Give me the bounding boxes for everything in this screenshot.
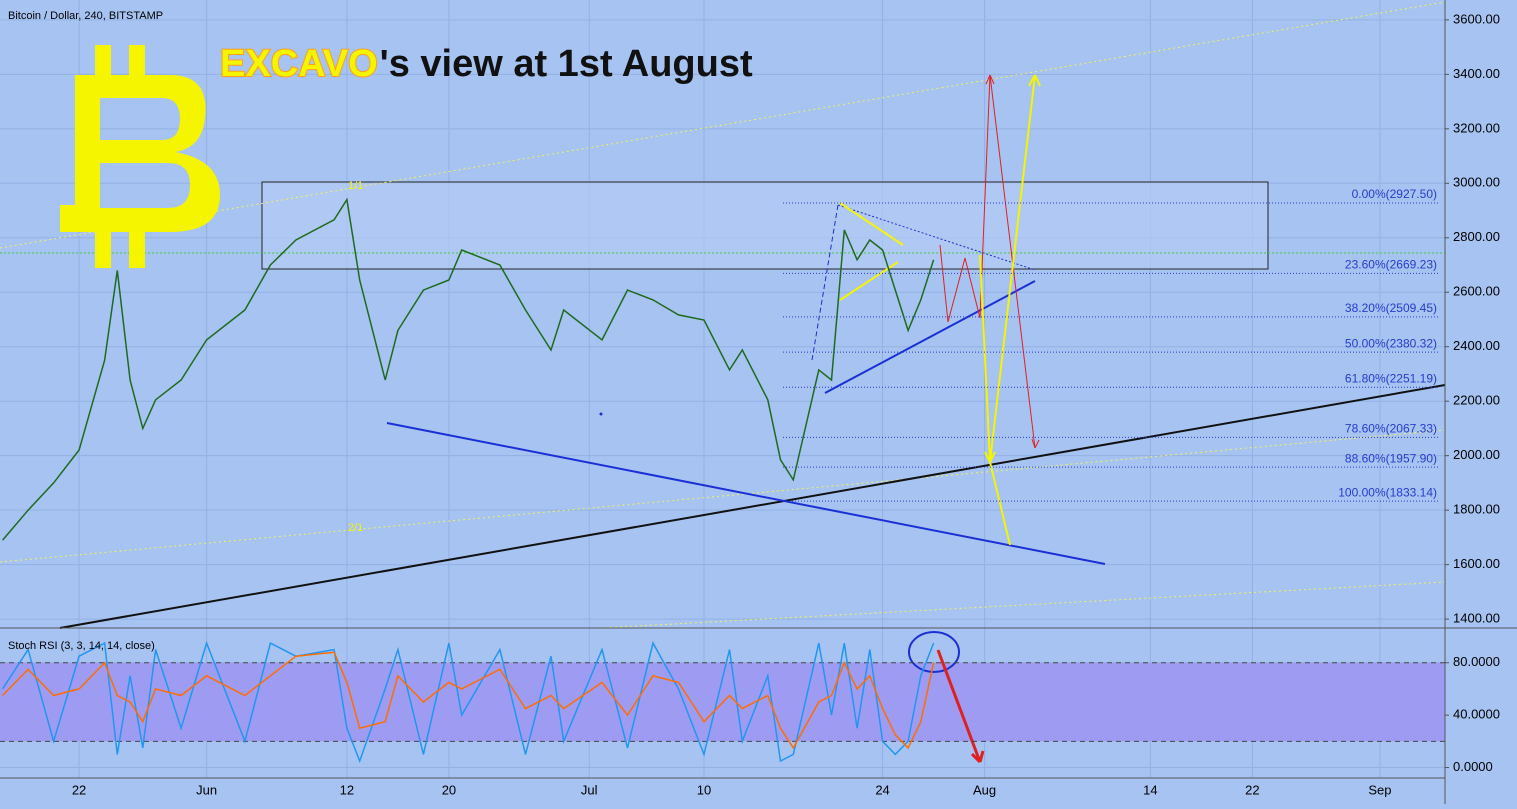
y-tick-label: 40.0000 [1453,707,1500,722]
y-tick-label: 2600.00 [1453,284,1500,299]
y-tick-label: 1800.00 [1453,502,1500,517]
symbol: Bitcoin / Dollar, 240, BITSTAMP [8,10,163,22]
fib-label: 0.00%(2927.50) [1352,187,1437,201]
trend-line [837,204,1036,271]
y-tick-label: 2200.00 [1453,393,1500,408]
trend-line [59,384,1446,629]
y-tick-label: 80.0000 [1453,654,1500,669]
fan-label: 1/1 [348,180,363,192]
x-tick-label: Sep [1368,782,1391,797]
fib-label: 100.00%(1833.14) [1338,485,1437,499]
logo-bar [95,45,145,268]
trend-line [811,204,839,361]
y-tick-label: 3600.00 [1453,11,1500,26]
drawings [0,1,1446,764]
stoch-title: Stoch RSI (3, 3, 14, 14, close) [8,640,155,652]
x-tick-label: 10 [697,782,711,797]
dot [599,412,603,416]
fan-label: 2/1 [348,522,363,534]
highlight-circle [908,631,960,673]
arrow [936,649,985,764]
fib-label: 88.60%(1957.90) [1345,451,1437,465]
trend-line [824,280,1036,394]
fib-label: 61.80%(2251.19) [1345,371,1437,385]
x-tick-label: Jul [581,782,598,797]
x-tick-label: Jun [196,782,217,797]
y-tick-label: 3400.00 [1453,66,1500,81]
y-tick-label: 3200.00 [1453,120,1500,135]
fan-line [0,1,1446,249]
x-tick-label: 22 [72,782,86,797]
title: 's view at 1st August [380,43,753,85]
y-tick-label: 1600.00 [1453,556,1500,571]
x-tick-label: 24 [875,782,889,797]
fib-label: 78.60%(2067.33) [1345,422,1437,436]
x-tick-label: 20 [442,782,456,797]
y-tick-label: 3000.00 [1453,175,1500,190]
x-tick-label: 12 [340,782,354,797]
y-tick-label: 2400.00 [1453,338,1500,353]
y-tick-label: 1400.00 [1453,611,1500,626]
y-tick-label: 2800.00 [1453,229,1500,244]
arrow-head [985,74,1040,449]
fib-label: 23.60%(2669.23) [1345,258,1437,272]
bitcoin-logo [60,75,220,232]
range-box [261,181,1269,270]
x-tick-label: 14 [1143,782,1157,797]
trend-line [386,422,1106,565]
fib-label: 50.00%(2380.32) [1345,336,1437,350]
x-tick-label: Aug [973,782,996,797]
fib-label: 38.20%(2509.45) [1345,301,1437,315]
series-line [2,651,935,750]
axis-bg [1445,0,1517,804]
x-tick-label: 22 [1245,782,1259,797]
title-highlight: EXCAVO [220,43,378,85]
fan-line [599,581,1446,629]
marks: 22 Jun 12 20 Jul 10 24 Aug 14 22 Sep 1400.00 1600.00… [0,11,1500,797]
arrow-head [984,74,1041,463]
fan-line [0,429,1446,563]
y-tick-label: 0.0000 [1453,759,1493,774]
series-line [2,197,935,541]
path-arrow [939,74,1036,449]
y-tick-label: 2000.00 [1453,447,1500,462]
